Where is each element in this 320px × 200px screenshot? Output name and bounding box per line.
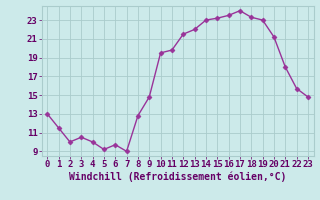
X-axis label: Windchill (Refroidissement éolien,°C): Windchill (Refroidissement éolien,°C) <box>69 172 286 182</box>
